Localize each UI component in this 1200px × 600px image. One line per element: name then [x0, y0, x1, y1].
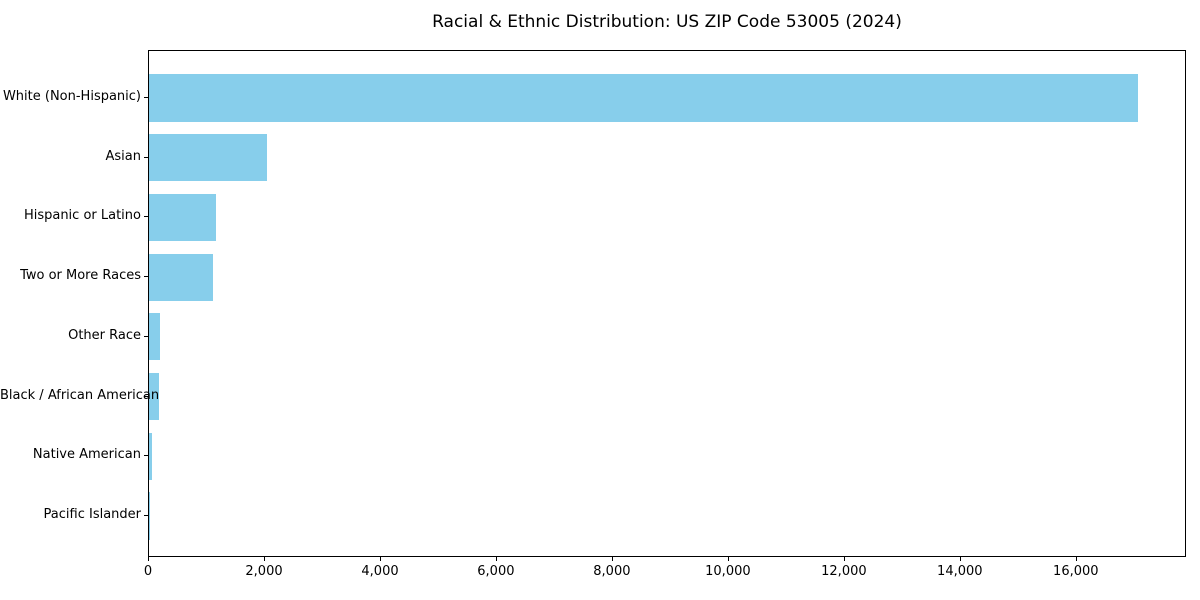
y-axis-label: Hispanic or Latino [23, 208, 141, 223]
x-tick [148, 557, 149, 561]
y-tick [144, 276, 148, 277]
x-axis-label: 8,000 [593, 564, 631, 579]
y-tick [144, 216, 148, 217]
x-tick [495, 557, 497, 561]
x-axis-label: 4,000 [361, 564, 399, 579]
bar [149, 134, 267, 182]
y-axis-label: Native American [32, 447, 141, 462]
x-axis-label: 10,000 [705, 564, 751, 579]
x-tick [264, 557, 265, 561]
y-tick [144, 157, 148, 158]
bar [149, 253, 214, 301]
x-tick [380, 557, 381, 561]
y-axis-label: Pacific Islander [43, 507, 141, 522]
y-axis-label: Two or More Races [20, 268, 141, 283]
chart-title: Racial & Ethnic Distribution: US ZIP Cod… [432, 12, 902, 32]
bar [149, 372, 160, 421]
x-tick [1075, 557, 1077, 561]
bar [149, 313, 161, 361]
y-tick [144, 455, 148, 456]
x-axis-label: 0 [143, 564, 153, 579]
x-tick [843, 557, 845, 561]
y-axis-label: Black / African American [0, 388, 160, 403]
y-axis-label: White (Non-Hispanic) [2, 89, 141, 104]
x-axis-label: 16,000 [1053, 564, 1099, 579]
y-tick [144, 97, 148, 98]
x-axis-label: 14,000 [937, 564, 983, 579]
bar [149, 193, 216, 242]
bar [149, 74, 1138, 122]
x-tick [727, 557, 729, 561]
y-axis-label: Asian [105, 149, 141, 164]
y-tick [144, 336, 148, 337]
x-axis-label: 12,000 [821, 564, 867, 579]
x-tick [959, 557, 961, 561]
x-tick [611, 557, 613, 561]
plot-area [148, 50, 1186, 557]
y-tick [144, 515, 148, 516]
y-axis-label: Other Race [68, 328, 141, 343]
x-axis-label: 2,000 [245, 564, 283, 579]
y-tick [144, 396, 148, 397]
bar [149, 432, 153, 480]
x-axis-label: 6,000 [477, 564, 515, 579]
